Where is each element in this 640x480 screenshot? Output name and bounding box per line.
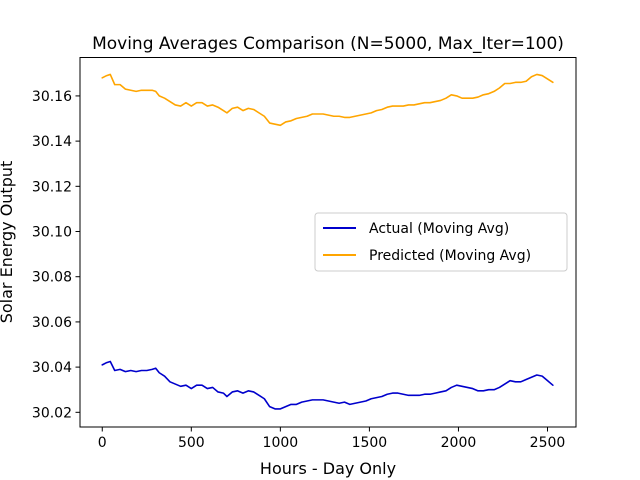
y-tick-label: 30.10 <box>32 225 72 241</box>
y-axis-label: Solar Energy Output <box>0 161 16 324</box>
y-tick-label: 30.08 <box>32 270 72 286</box>
series-layer <box>101 73 554 410</box>
y-tick-label: 30.16 <box>32 89 72 105</box>
y-tick-label: 30.12 <box>32 179 72 195</box>
x-tick-label: 500 <box>178 435 205 451</box>
y-tick-label: 30.06 <box>32 315 72 331</box>
y-tick-label: 30.14 <box>32 134 72 150</box>
x-tick-label: 0 <box>98 435 107 451</box>
x-tick-label: 2000 <box>441 435 477 451</box>
legend-label-predicted: Predicted (Moving Avg) <box>369 248 531 264</box>
plot-frame <box>79 57 577 428</box>
legend-box <box>314 212 568 272</box>
legend: Actual (Moving Avg) Predicted (Moving Av… <box>314 212 568 272</box>
y-tick-label: 30.02 <box>32 405 72 421</box>
y-axis-ticks: 30.02 30.04 30.06 30.08 30.10 30.12 30.14 30.16 <box>32 89 80 421</box>
plot-area: 0 500 1000 1500 2000 2500 30.0230.0430.0630.0… <box>32 57 577 451</box>
x-axis-ticks: 0 500 1000 1500 2000 2500 <box>98 427 566 451</box>
x-tick-label: 1500 <box>352 435 388 451</box>
series-line-actual <box>101 360 554 410</box>
y-tick-label: 30.04 <box>32 360 72 376</box>
x-axis-label: Hours - Day Only <box>260 459 396 478</box>
x-tick-label: 1000 <box>263 435 299 451</box>
x-tick-label: 2500 <box>530 435 566 451</box>
legend-label-actual: Actual (Moving Avg) <box>369 221 509 237</box>
chart-title: Moving Averages Comparison (N=5000, Max_… <box>92 34 564 54</box>
series-line-predicted <box>101 73 554 127</box>
